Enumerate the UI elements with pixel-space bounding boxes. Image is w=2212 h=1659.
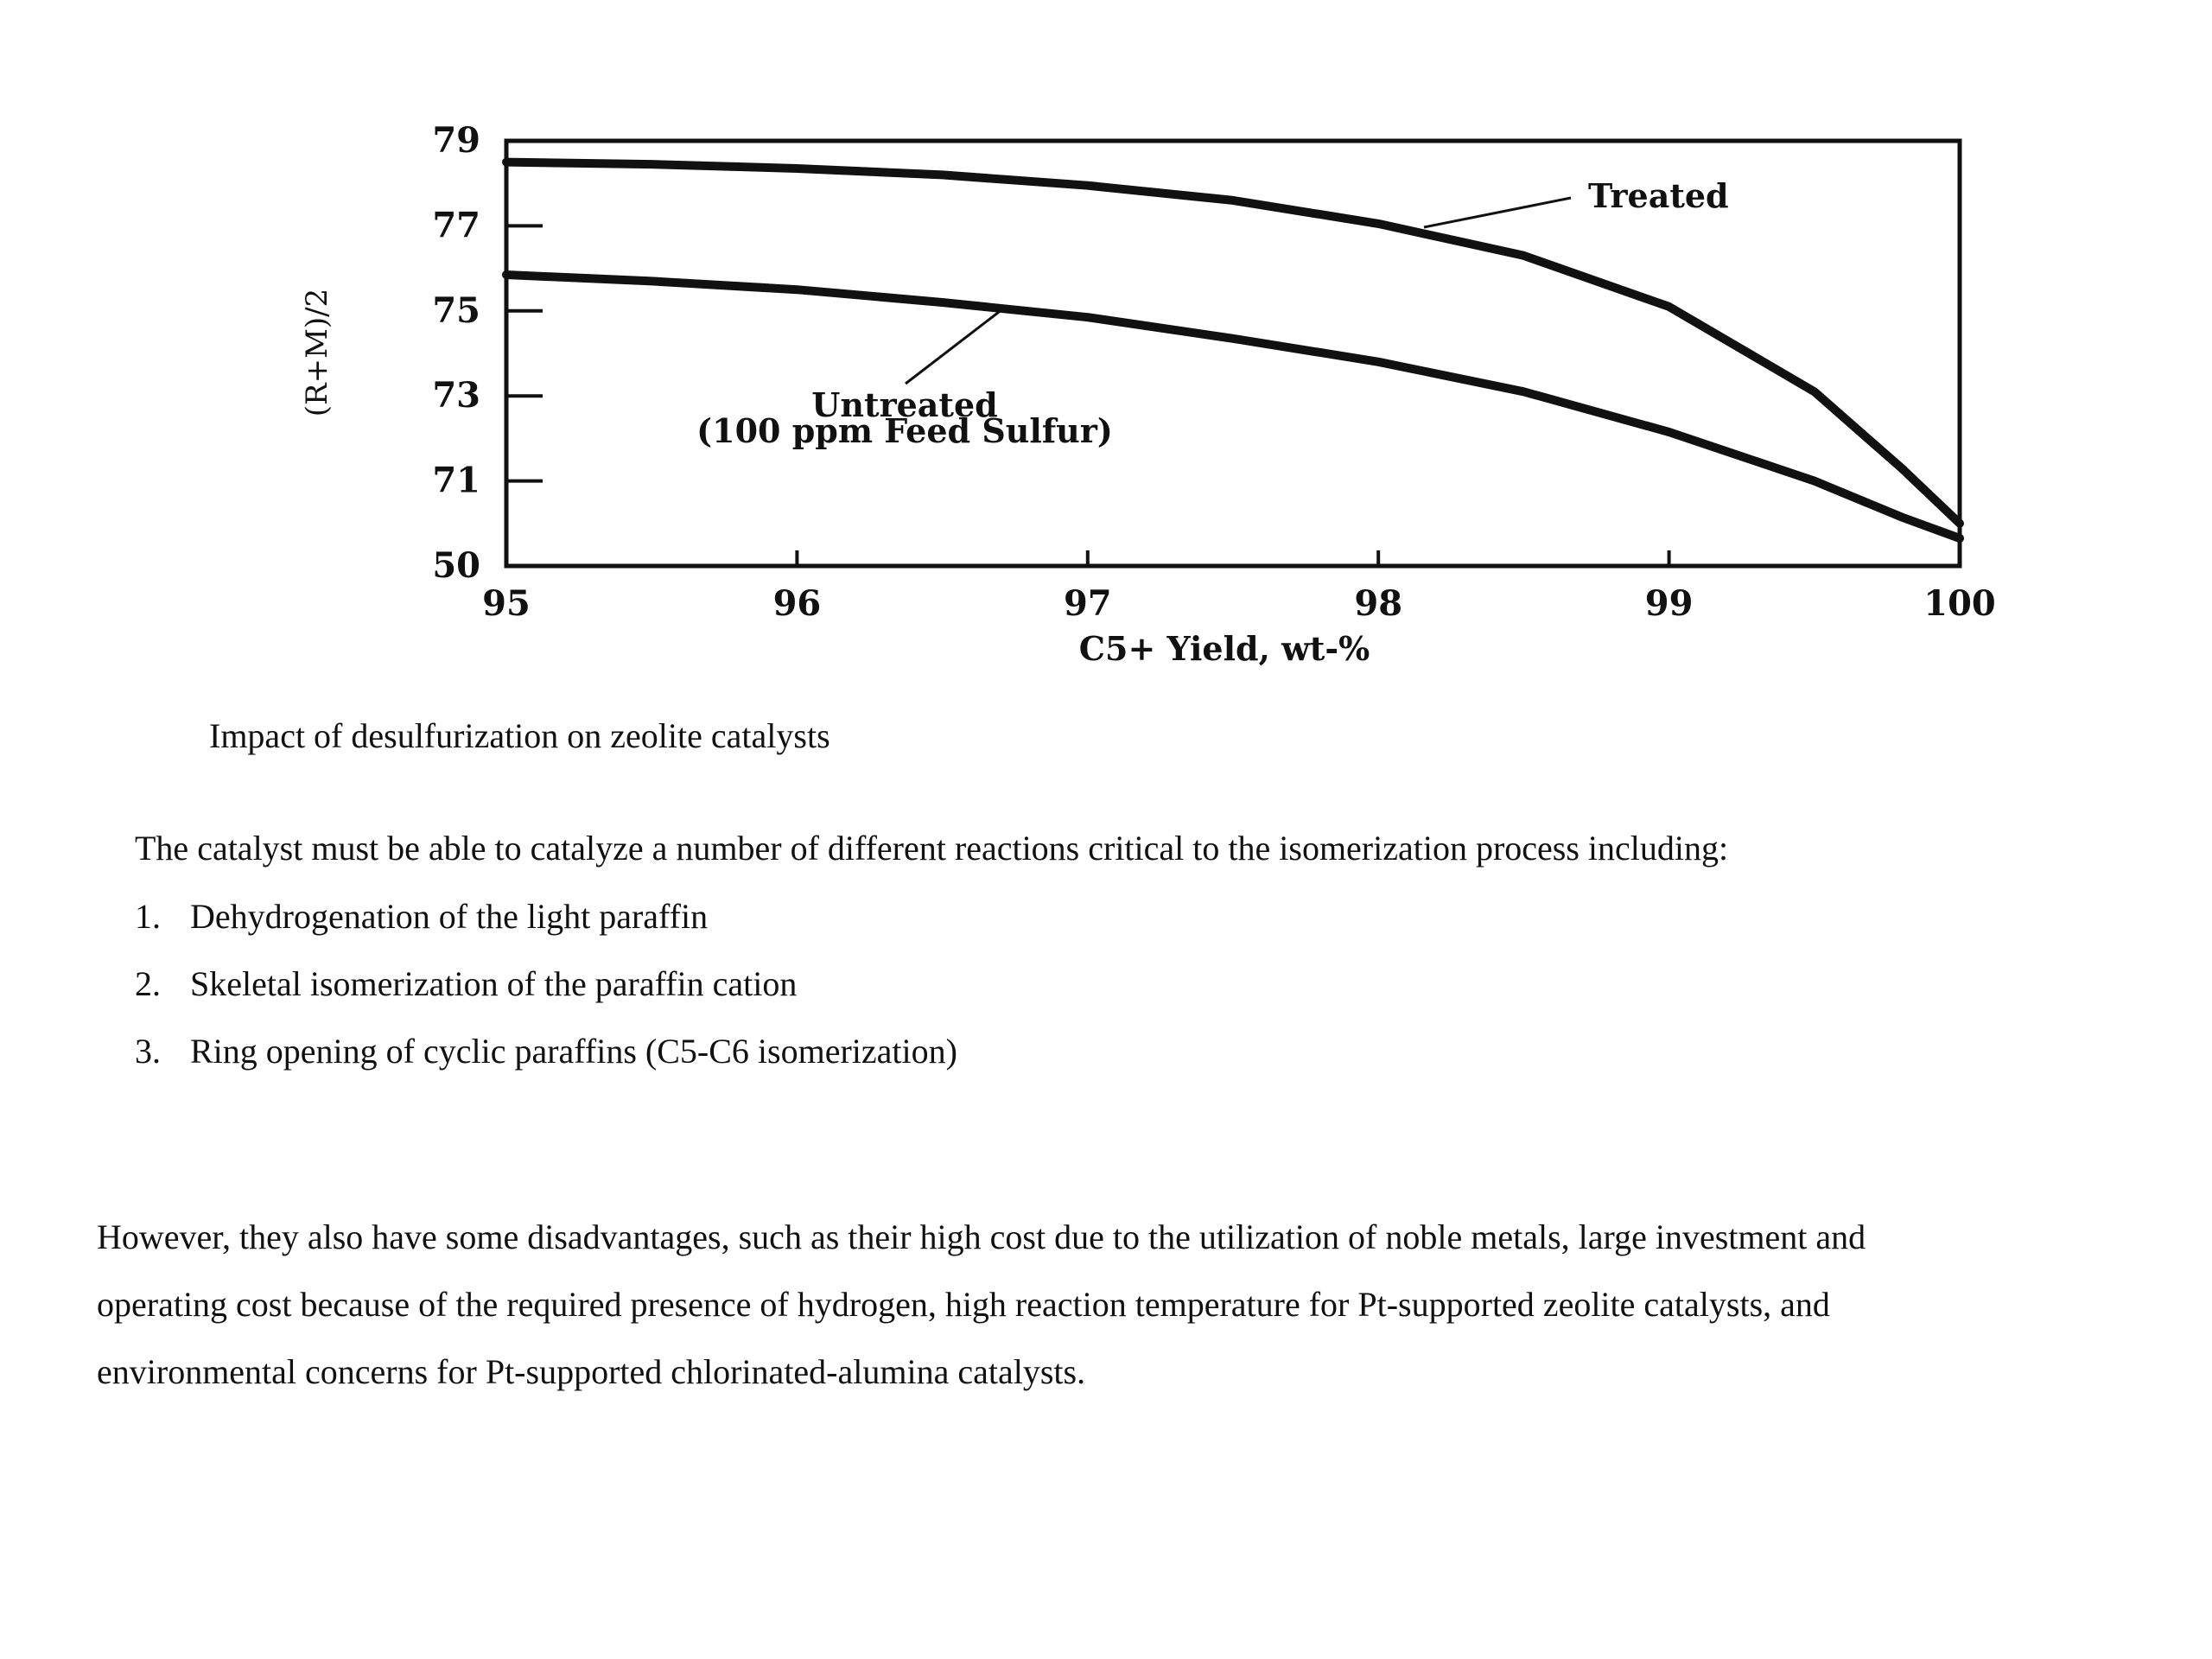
treated-annotation: Treated <box>1588 176 1729 215</box>
list-item: 1. Dehydrogenation of the light paraffin <box>135 895 957 963</box>
untreated-annotation-detail: (100 ppm Feed Sulfur) <box>696 411 1113 450</box>
paragraph-line: environmental concerns for Pt-supported … <box>97 1352 1086 1391</box>
paragraph-line: However, they also have some disadvantag… <box>97 1217 1866 1256</box>
tick-marks <box>506 224 1671 566</box>
y-tick-label-75: 75 <box>432 290 480 331</box>
reaction-list: 1. Dehydrogenation of the light paraffin … <box>135 895 957 1097</box>
series-line-untreated <box>502 270 1964 543</box>
y-tick-label-79: 79 <box>432 120 480 161</box>
treated-leader-line <box>1423 196 1572 229</box>
paragraph-line: operating cost because of the required p… <box>97 1285 1830 1324</box>
list-item: 3. Ring opening of cyclic paraffins (C5-C… <box>135 1030 957 1097</box>
untreated-leader-line <box>905 308 1003 385</box>
x-tick-labels: 95 96 97 98 99 100 <box>482 583 1996 624</box>
y-tick-labels: 50 71 73 75 77 79 <box>432 120 480 586</box>
y-tick-label-77: 77 <box>432 205 480 245</box>
intro-text: The catalyst must be able to catalyze a … <box>135 829 1729 868</box>
series-line-treated <box>502 157 1964 528</box>
y-tick-label-71: 71 <box>432 461 480 501</box>
list-item-text: Skeletal isomerization of the paraffin c… <box>190 964 798 1003</box>
list-item-text: Ring opening of cyclic paraffins (C5-C6 … <box>190 1032 957 1071</box>
disadvantages-paragraph: However, they also have some disadvantag… <box>97 1204 2136 1406</box>
series-group <box>502 157 1964 543</box>
figure-caption: Impact of desulfurization on zeolite cat… <box>209 716 830 755</box>
y-tick-label-73: 73 <box>432 375 480 416</box>
octane-yield-chart: (R+M)/2 50 71 73 75 77 79 95 96 97 98 99 100 Treat… <box>300 120 1996 668</box>
y-axis-title: (R+M)/2 <box>300 289 334 417</box>
list-item: 2. Skeletal isomerization of the paraffin… <box>135 963 957 1030</box>
x-tick-label-100: 100 <box>1923 583 1996 624</box>
list-item-number: 2. <box>135 964 161 1003</box>
x-tick-label-98: 98 <box>1354 583 1402 624</box>
list-item-number: 3. <box>135 1032 161 1071</box>
plot-frame <box>504 138 1962 569</box>
x-tick-label-99: 99 <box>1645 583 1694 624</box>
list-item-number: 1. <box>135 897 161 936</box>
y-tick-label-50: 50 <box>432 545 480 586</box>
list-item-text: Dehydrogenation of the light paraffin <box>190 897 709 936</box>
untreated-annotation: Untreated <box>811 385 997 424</box>
x-axis-title: C5+ Yield, wt-% <box>1079 629 1370 668</box>
x-tick-label-96: 96 <box>773 583 822 624</box>
x-tick-label-95: 95 <box>482 583 531 624</box>
x-tick-label-97: 97 <box>1064 583 1112 624</box>
